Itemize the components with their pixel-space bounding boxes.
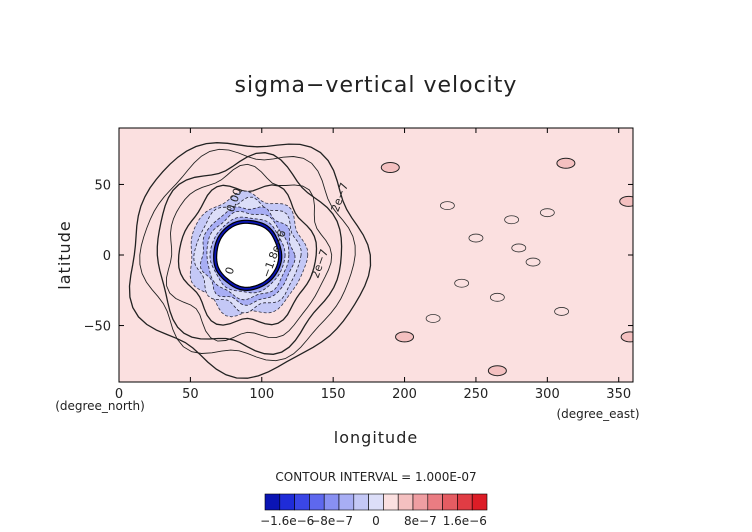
chart-title: sigma−vertical velocity <box>235 73 518 98</box>
positive-patch <box>395 331 415 343</box>
contour-interval-label: CONTOUR INTERVAL = 1.000E-07 <box>275 470 476 484</box>
x-tick-label: 150 <box>321 387 346 402</box>
colorbar-swatch <box>442 493 458 511</box>
weak-contour <box>439 201 455 211</box>
undefined-region <box>215 222 280 288</box>
colorbar-swatch <box>471 493 488 511</box>
contour-line <box>139 148 356 362</box>
colorbar-swatch <box>309 493 325 511</box>
weak-contour <box>511 243 527 253</box>
colorbar-tick-label: 0 <box>372 514 380 528</box>
positive-patch <box>620 331 633 343</box>
weak-contour <box>525 257 541 267</box>
positive-patch <box>556 157 576 169</box>
colorbar-swatch <box>294 493 310 511</box>
y-axis: −50 0 50 <box>84 178 633 335</box>
x-tick-label: 50 <box>182 387 199 402</box>
colorbar-swatch <box>457 493 473 511</box>
weak-contour <box>554 307 570 316</box>
colorbar-tick-label: 1.6e−6 <box>443 514 487 528</box>
x-unit-label: (degree_east) <box>556 407 639 421</box>
weak-contour <box>539 208 555 218</box>
contour-line <box>166 163 333 342</box>
colorbar-tick-label: −8e−7 <box>310 514 353 528</box>
y-unit-label: (degree_north) <box>55 399 145 413</box>
weak-contour <box>504 215 520 225</box>
contour-field: 2e−72e−70.00−1.8e−60 <box>128 142 633 379</box>
y-tick-label: −50 <box>84 320 111 335</box>
contour-line <box>156 152 343 355</box>
positive-patch <box>619 195 633 207</box>
weak-contour <box>425 314 441 323</box>
y-tick-label: 0 <box>103 249 111 264</box>
colorbar-swatch <box>264 493 281 511</box>
positive-patch <box>380 162 400 174</box>
x-tick-label: 200 <box>392 387 417 402</box>
colorbar-swatch <box>427 493 443 511</box>
contour-line <box>177 184 318 326</box>
x-tick-label: 300 <box>535 387 560 402</box>
contour-label: 0 <box>223 265 238 276</box>
y-tick-label: 50 <box>94 178 111 193</box>
x-axis-title: longitude <box>334 428 418 447</box>
colorbar-swatch <box>397 493 414 511</box>
x-tick-label: 100 <box>249 387 274 402</box>
colorbar-swatch <box>338 493 355 511</box>
colorbar-swatch <box>412 493 429 511</box>
colorbar-swatch <box>323 493 340 511</box>
weak-contour <box>468 233 484 243</box>
weak-contour <box>489 292 505 302</box>
x-axis: 0 50 100 150 200 250 300 350 <box>115 128 631 402</box>
y-axis-title: latitude <box>55 220 74 289</box>
colorbar-swatch <box>383 493 399 511</box>
colorbar-tick-label: −1.6e−6 <box>260 514 314 528</box>
colorbar-swatch <box>279 493 295 511</box>
contour-line <box>128 142 372 379</box>
colorbar-swatch <box>353 493 369 511</box>
weak-contour <box>454 278 470 288</box>
colorbar: −1.6e−6−8e−7 0 8e−7 1.6e−6 <box>260 493 488 528</box>
positive-patch <box>487 365 507 377</box>
colorbar-swatch <box>368 493 384 511</box>
colorbar-tick-label: 8e−7 <box>404 514 437 528</box>
x-tick-label: 350 <box>606 387 631 402</box>
x-tick-label: 0 <box>115 387 123 402</box>
x-tick-label: 250 <box>464 387 489 402</box>
